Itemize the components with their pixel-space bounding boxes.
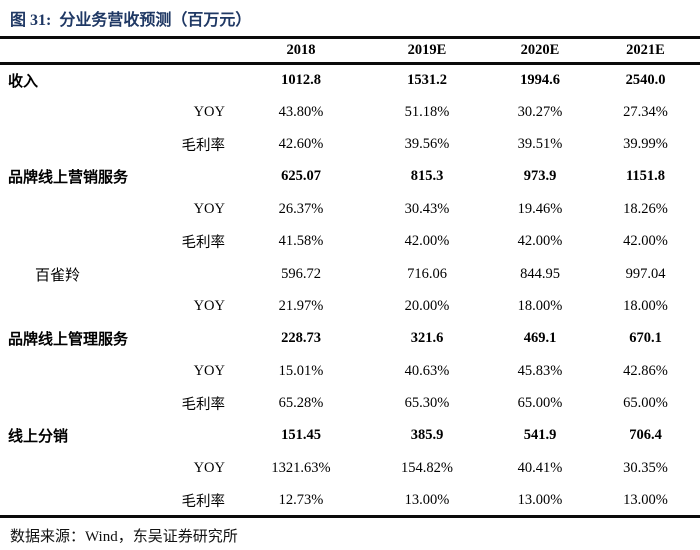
row-label: 百雀羚 (35, 267, 81, 284)
row-label: 毛利率 (181, 235, 226, 252)
table-row-yoy: YOY 43.80% 51.18% 30.27% 27.34% (0, 96, 700, 128)
cell: 1012.8 (281, 71, 321, 88)
table-row-brand-online-marketing: 品牌线上营销服务 625.07 815.3 973.9 1151.8 (0, 161, 700, 193)
cell: 541.9 (523, 427, 557, 444)
table-row-yoy: YOY 26.37% 30.43% 19.46% 18.26% (0, 193, 700, 225)
cell: 27.34% (623, 103, 668, 120)
forecast-table: 2018 2019E 2020E 2021E 收入 1012.8 1531.2 … (0, 36, 700, 519)
row-label: YOY (193, 362, 225, 379)
header-2020e: 2020E (489, 37, 591, 65)
cell: 18.26% (623, 200, 668, 217)
cell: 51.18% (404, 103, 450, 120)
header-2018: 2018 (237, 37, 365, 65)
cell: 42.00% (623, 233, 668, 250)
table-row-gross-margin: 毛利率 42.60% 39.56% 39.51% 39.99% (0, 128, 700, 160)
cell: 42.00% (517, 233, 563, 250)
cell: 716.06 (407, 265, 447, 282)
cell: 20.00% (404, 297, 450, 314)
cell: 1994.6 (520, 71, 560, 88)
row-label: YOY (193, 297, 225, 314)
cell: 45.83% (517, 362, 563, 379)
header-label-empty (0, 37, 237, 65)
cell: 973.9 (523, 168, 557, 185)
cell: 30.27% (517, 103, 563, 120)
cell: 65.30% (404, 395, 450, 412)
cell: 65.00% (623, 395, 668, 412)
row-label: 毛利率 (181, 137, 226, 154)
table-row-yoy: YOY 15.01% 40.63% 45.83% 42.86% (0, 355, 700, 387)
cell: 625.07 (281, 168, 321, 185)
cell: 2540.0 (625, 71, 666, 88)
cell: 596.72 (281, 265, 321, 282)
cell: 65.00% (517, 395, 563, 412)
cell: 43.80% (278, 103, 324, 120)
cell: 39.99% (623, 135, 668, 152)
header-row: 2018 2019E 2020E 2021E (0, 37, 700, 65)
cell: 30.43% (404, 200, 450, 217)
cell: 1321.63% (271, 459, 331, 476)
cell: 1531.2 (407, 71, 447, 88)
cell: 39.51% (517, 135, 563, 152)
data-source-note: 数据来源：Wind，东吴证券研究所 (10, 529, 238, 546)
cell: 30.35% (623, 459, 668, 476)
cell: 26.37% (278, 200, 324, 217)
row-label: 品牌线上管理服务 (8, 332, 129, 349)
header-2021e: 2021E (591, 37, 700, 65)
cell: 844.95 (520, 265, 560, 282)
row-label: 品牌线上营销服务 (8, 170, 129, 187)
table-row-yoy: YOY 21.97% 20.00% 18.00% 18.00% (0, 290, 700, 322)
cell: 815.3 (410, 168, 444, 185)
cell: 39.56% (404, 135, 450, 152)
cell: 1151.8 (625, 168, 666, 185)
row-label: YOY (193, 103, 225, 120)
cell: 42.00% (404, 233, 450, 250)
cell: 151.45 (281, 427, 321, 444)
row-label: 毛利率 (181, 493, 226, 510)
cell: 42.60% (278, 135, 324, 152)
cell: 12.73% (278, 491, 324, 508)
cell: 21.97% (278, 297, 324, 314)
cell: 997.04 (625, 265, 666, 282)
table-row-gross-margin: 毛利率 12.73% 13.00% 13.00% 13.00% (0, 485, 700, 517)
cell: 18.00% (517, 297, 563, 314)
cell: 40.41% (517, 459, 563, 476)
cell: 670.1 (629, 330, 662, 347)
cell: 41.58% (278, 233, 324, 250)
table-row-yoy: YOY 1321.63% 154.82% 40.41% 30.35% (0, 452, 700, 484)
table-row-gross-margin: 毛利率 65.28% 65.30% 65.00% 65.00% (0, 387, 700, 419)
cell: 321.6 (410, 330, 444, 347)
row-label: 收入 (8, 73, 39, 90)
row-label: 线上分销 (8, 429, 69, 446)
cell: 19.46% (517, 200, 563, 217)
cell: 13.00% (517, 491, 563, 508)
table-row-revenue: 收入 1012.8 1531.2 1994.6 2540.0 (0, 64, 700, 96)
row-label: YOY (193, 459, 225, 476)
figure-title: 图 31: 分业务营收预测（百万元） (10, 12, 252, 29)
cell: 469.1 (523, 330, 557, 347)
cell: 13.00% (623, 491, 668, 508)
table-row-gross-margin: 毛利率 41.58% 42.00% 42.00% 42.00% (0, 225, 700, 257)
table-row-online-distribution: 线上分销 151.45 385.9 541.9 706.4 (0, 420, 700, 452)
table-row-brand-online-management: 品牌线上管理服务 228.73 321.6 469.1 670.1 (0, 323, 700, 355)
cell: 18.00% (623, 297, 668, 314)
cell: 42.86% (623, 362, 668, 379)
cell: 15.01% (278, 362, 324, 379)
cell: 13.00% (404, 491, 450, 508)
row-label: 毛利率 (181, 397, 226, 414)
table-row-pechoin: 百雀羚 596.72 716.06 844.95 997.04 (0, 258, 700, 290)
cell: 154.82% (401, 459, 453, 476)
cell: 385.9 (410, 427, 444, 444)
cell: 706.4 (629, 427, 662, 444)
header-2019e: 2019E (365, 37, 489, 65)
row-label: YOY (193, 200, 225, 217)
cell: 228.73 (281, 330, 321, 347)
cell: 40.63% (404, 362, 450, 379)
cell: 65.28% (278, 395, 324, 412)
